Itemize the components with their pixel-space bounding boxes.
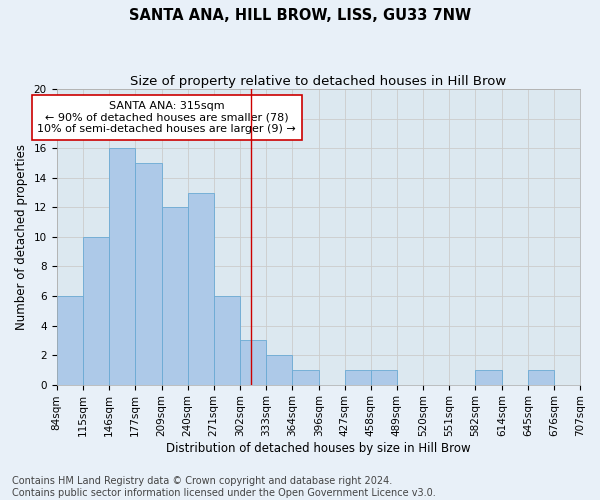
Bar — [240, 340, 266, 384]
Title: Size of property relative to detached houses in Hill Brow: Size of property relative to detached ho… — [130, 75, 506, 88]
Bar — [109, 148, 134, 384]
X-axis label: Distribution of detached houses by size in Hill Brow: Distribution of detached houses by size … — [166, 442, 470, 455]
Bar — [266, 355, 292, 384]
Bar — [134, 163, 161, 384]
Bar — [475, 370, 502, 384]
Y-axis label: Number of detached properties: Number of detached properties — [15, 144, 28, 330]
Bar — [188, 192, 214, 384]
Bar — [371, 370, 397, 384]
Text: Contains HM Land Registry data © Crown copyright and database right 2024.
Contai: Contains HM Land Registry data © Crown c… — [12, 476, 436, 498]
Bar — [345, 370, 371, 384]
Bar — [580, 370, 600, 384]
Bar — [83, 237, 109, 384]
Bar — [292, 370, 319, 384]
Bar — [528, 370, 554, 384]
Text: SANTA ANA, HILL BROW, LISS, GU33 7NW: SANTA ANA, HILL BROW, LISS, GU33 7NW — [129, 8, 471, 22]
Bar — [161, 208, 188, 384]
Bar — [214, 296, 240, 384]
Bar — [56, 296, 83, 384]
Text: SANTA ANA: 315sqm
← 90% of detached houses are smaller (78)
10% of semi-detached: SANTA ANA: 315sqm ← 90% of detached hous… — [37, 101, 296, 134]
